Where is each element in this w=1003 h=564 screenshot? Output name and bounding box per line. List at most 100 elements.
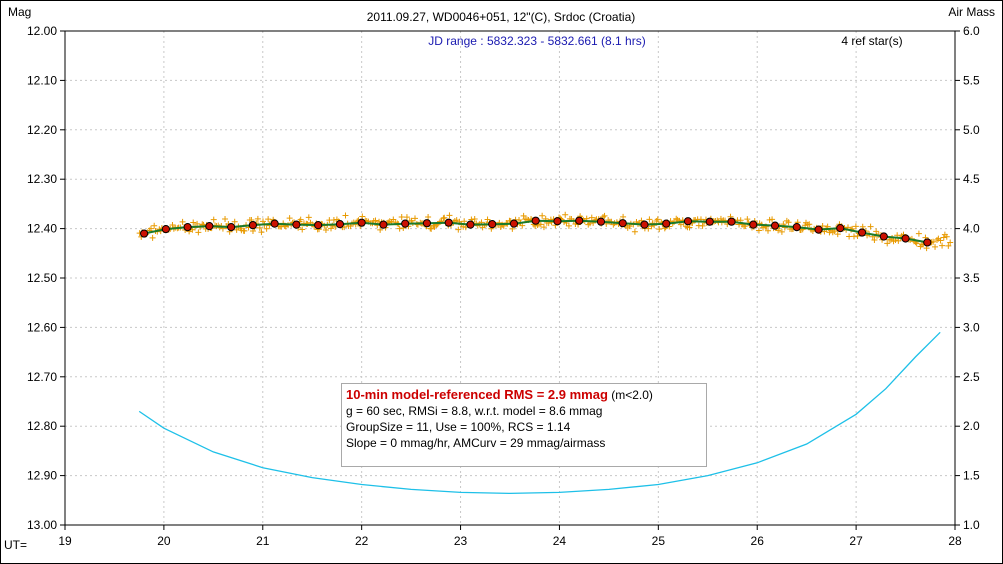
raw-point <box>673 215 680 222</box>
binned-point <box>727 217 736 226</box>
binned-point <box>357 218 366 227</box>
raw-point <box>372 217 379 224</box>
y-right-tick-label: 3.0 <box>963 320 980 334</box>
raw-point <box>915 230 922 237</box>
y-right-tick-label: 3.5 <box>963 271 980 285</box>
y-left-tick-label: 12.90 <box>27 469 57 483</box>
raw-point <box>519 222 526 229</box>
raw-point <box>656 226 663 233</box>
binned-point <box>466 220 475 229</box>
raw-point <box>299 226 306 233</box>
y-right-tick-label: 6.0 <box>963 24 980 38</box>
stats-line-2: g = 60 sec, RMSi = 8.8, w.r.t. model = 8… <box>346 404 603 418</box>
binned-point <box>923 238 932 247</box>
binned-point <box>575 216 584 225</box>
binned-point <box>227 223 236 232</box>
raw-point <box>425 213 432 220</box>
raw-point <box>263 225 270 232</box>
binned-point <box>335 220 345 229</box>
raw-point <box>918 241 925 248</box>
raw-point <box>190 219 197 226</box>
raw-point <box>943 233 950 240</box>
raw-point <box>601 212 608 219</box>
raw-point <box>377 226 384 233</box>
binned-point <box>422 219 432 228</box>
raw-point <box>539 212 546 219</box>
y-right-label: Air Mass <box>948 5 995 19</box>
raw-point <box>940 234 947 241</box>
x-tick-label: 19 <box>58 534 72 548</box>
raw-point <box>520 212 527 219</box>
x-tick-label: 25 <box>652 534 666 548</box>
raw-point <box>646 216 653 223</box>
raw-point <box>775 227 782 234</box>
raw-point <box>297 216 304 223</box>
raw-point <box>398 214 405 221</box>
raw-point <box>744 216 751 223</box>
binned-point <box>183 223 192 232</box>
binned-point <box>836 224 845 233</box>
raw-point <box>620 213 627 220</box>
x-axis-label: UT= <box>4 538 27 552</box>
stats-headline-row: 10-min model-referenced RMS = 2.9 mmag (… <box>346 387 702 403</box>
binned-point <box>401 219 410 228</box>
y-left-tick-label: 12.20 <box>27 123 57 137</box>
raw-point <box>231 218 238 225</box>
raw-point <box>686 224 693 231</box>
y-left-tick-label: 12.80 <box>27 419 57 433</box>
y-right-tick-label: 5.0 <box>963 123 980 137</box>
raw-point <box>699 222 706 229</box>
raw-point <box>147 225 154 232</box>
y-left-tick-label: 12.40 <box>27 222 57 236</box>
binned-point <box>618 219 627 228</box>
binned-point <box>314 221 323 230</box>
raw-point <box>765 227 772 234</box>
raw-point <box>440 215 447 222</box>
y-right-tick-label: 2.0 <box>963 419 980 433</box>
raw-point <box>222 216 229 223</box>
binned-point <box>683 217 693 226</box>
raw-point <box>871 236 878 243</box>
binned-point <box>444 218 453 227</box>
raw-point <box>151 222 158 229</box>
raw-point <box>286 215 293 222</box>
y-left-tick-label: 12.50 <box>27 271 57 285</box>
raw-point <box>654 216 661 223</box>
y-left-tick-label: 12.00 <box>27 24 57 38</box>
raw-point <box>873 228 880 235</box>
stats-line-4: Slope = 0 mmag/hr, AMCurv = 29 mmag/airm… <box>346 436 606 450</box>
binned-point <box>901 234 910 243</box>
raw-point <box>427 225 434 232</box>
x-tick-label: 23 <box>454 534 468 548</box>
binned-point <box>531 216 540 225</box>
raw-point <box>852 223 859 230</box>
binned-point <box>205 222 214 231</box>
raw-point <box>854 232 861 239</box>
y-right-tick-label: 1.5 <box>963 469 980 483</box>
raw-point <box>769 216 776 223</box>
raw-point <box>562 211 569 218</box>
binned-point <box>248 221 257 230</box>
raw-point <box>305 214 312 221</box>
raw-point <box>403 214 410 221</box>
x-tick-label: 20 <box>157 534 171 548</box>
raw-point <box>241 227 248 234</box>
axis-tick-labels: 19 20 21 22 23 24 25 26 27 28 12.00 12.10 12.20 12.30… <box>27 24 980 548</box>
raw-point <box>867 223 874 230</box>
raw-point <box>396 225 403 232</box>
binned-point <box>509 219 519 228</box>
raw-point <box>806 221 813 228</box>
raw-point <box>537 221 544 228</box>
binned-point <box>596 217 606 226</box>
raw-point <box>884 240 891 247</box>
raw-point <box>471 216 478 223</box>
y-left-tick-label: 13.00 <box>27 518 57 532</box>
stats-line-3: GroupSize = 11, Use = 100%, RCS = 1.14 <box>346 420 571 434</box>
raw-point <box>937 237 944 244</box>
y-left-label: Mag <box>8 5 31 19</box>
raw-point <box>322 226 329 233</box>
y-right-tick-label: 2.5 <box>963 370 980 384</box>
raw-point <box>328 225 335 232</box>
y-left-tick-label: 12.30 <box>27 172 57 186</box>
raw-point <box>755 227 762 234</box>
